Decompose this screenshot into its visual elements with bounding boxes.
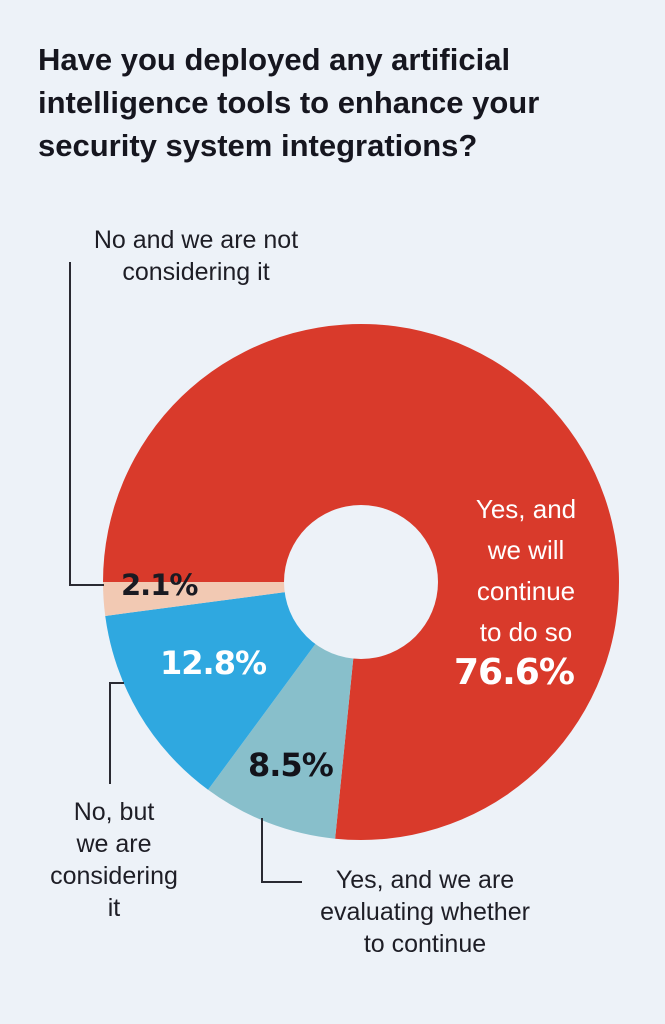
callout-evaluating-line-3: to continue <box>363 930 487 958</box>
callout-continue-line-3: continue <box>476 576 576 606</box>
data-label-evaluating: 8.5% <box>248 746 334 784</box>
callout-evaluating-line-1: Yes, and we are <box>335 866 515 894</box>
leader-considering <box>109 682 124 784</box>
leader-not-considering <box>69 262 104 586</box>
leader-lines <box>69 262 302 883</box>
callout-continue-line-1: Yes, and <box>475 494 577 524</box>
callout-considering-line-2: we are <box>76 830 152 858</box>
callout-not-considering-line-1: No and we are not <box>93 226 299 254</box>
callout-not-considering: No and we are not considering it <box>68 224 324 288</box>
chart-title-line-2: intelligence tools to enhance your <box>38 85 540 120</box>
chart-title: Have you deployed any artificial intelli… <box>38 38 638 167</box>
slice-considering <box>105 582 362 790</box>
callout-considering: No, but we are considering it <box>18 796 210 924</box>
leader-evaluating <box>261 818 302 883</box>
data-label-continue: 76.6% <box>454 652 575 693</box>
callout-considering-line-3: considering <box>50 862 178 890</box>
chart-title-line-1: Have you deployed any artificial <box>38 42 511 77</box>
callout-not-considering-line-2: considering it <box>122 258 270 286</box>
callout-evaluating: Yes, and we are evaluating whether to co… <box>280 864 570 960</box>
callout-considering-line-4: it <box>107 894 121 922</box>
donut-hole <box>284 505 438 659</box>
data-label-not-considering: 2.1% <box>121 568 198 602</box>
data-label-considering: 12.8% <box>160 644 267 682</box>
callout-continue: Yes, and we will continue to do so <box>442 489 610 653</box>
callout-evaluating-line-2: evaluating whether <box>320 898 530 926</box>
callout-continue-line-2: we will <box>487 535 565 565</box>
callout-continue-line-4: to do so <box>479 617 573 647</box>
callout-considering-line-1: No, but <box>73 798 155 826</box>
chart-title-line-3: security system integrations? <box>38 128 478 163</box>
